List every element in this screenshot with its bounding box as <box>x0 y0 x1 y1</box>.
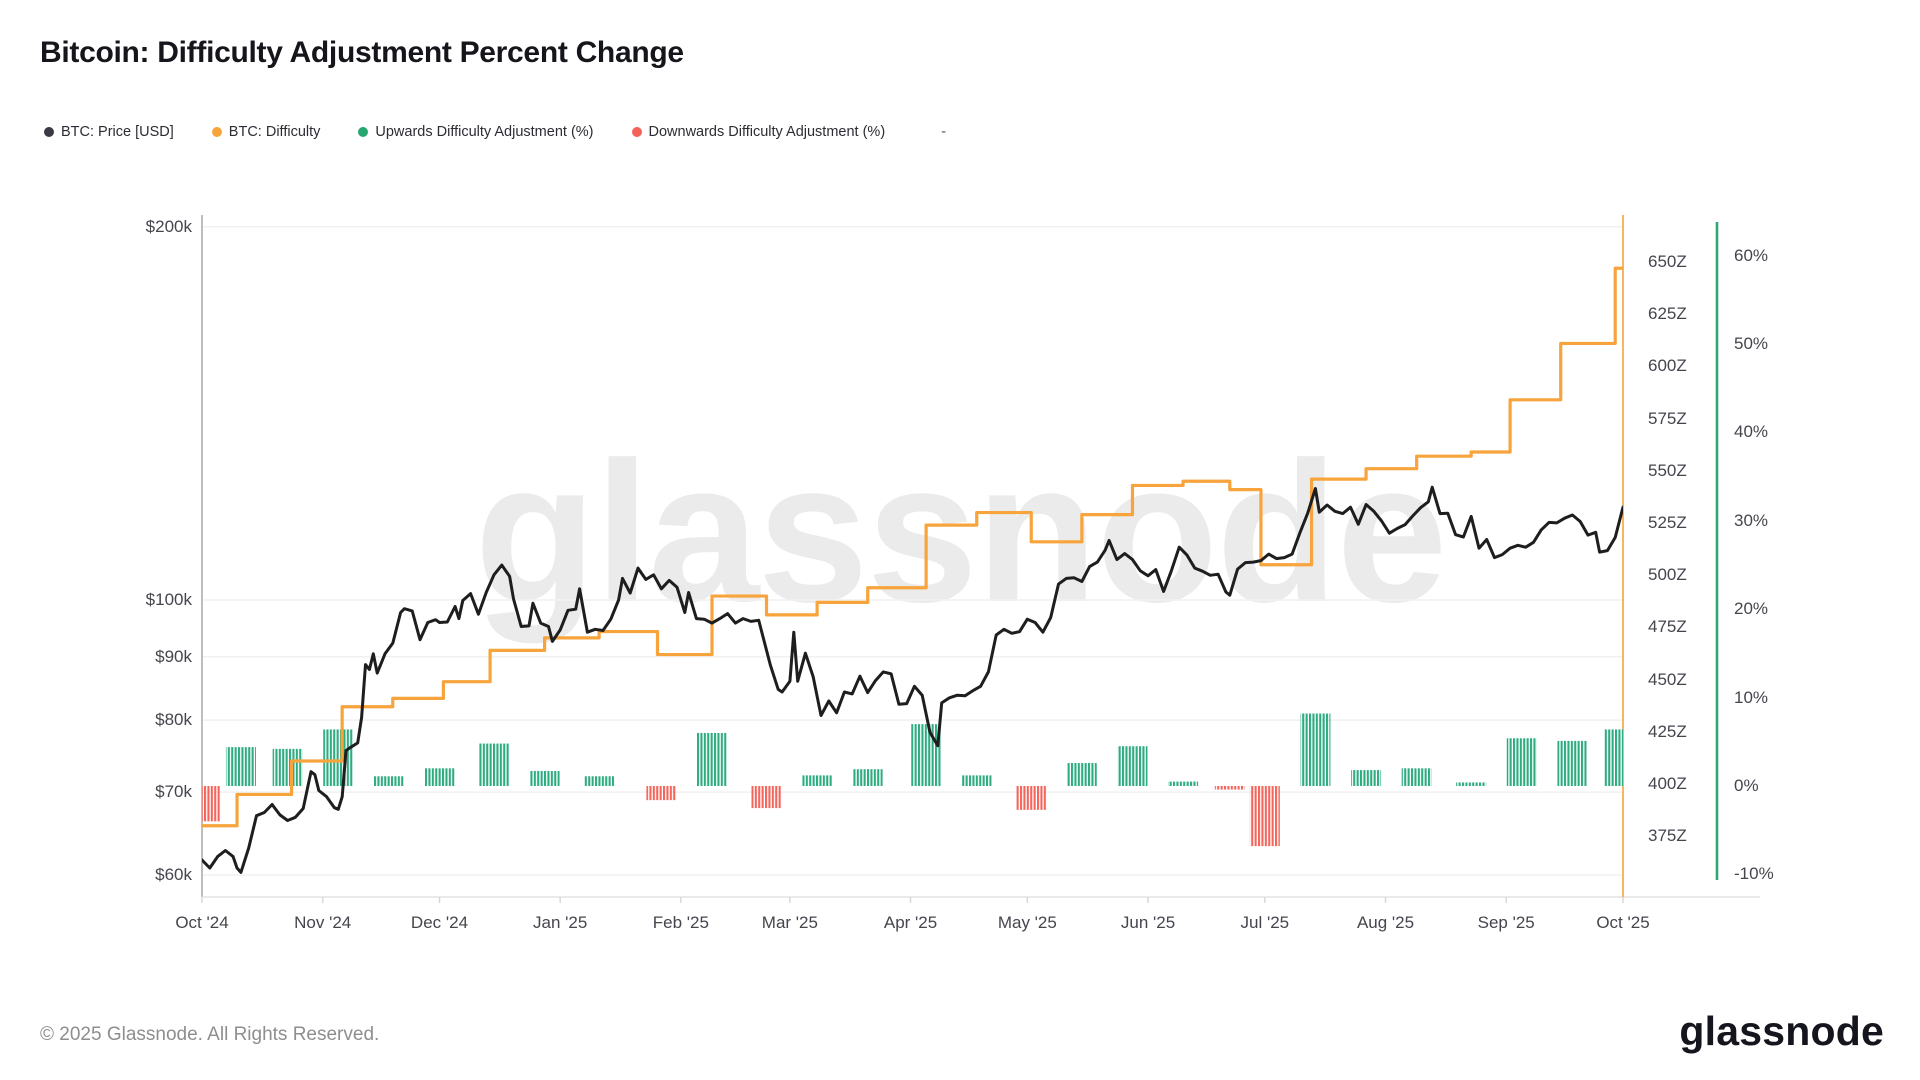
downward-adjustment-bar[interactable] <box>1214 786 1245 790</box>
month-tick-label: Nov '24 <box>294 913 352 932</box>
legend-label: BTC: Difficulty <box>228 123 321 140</box>
month-tick-label: Sep '25 <box>1477 913 1535 932</box>
month-tick-label: Oct '24 <box>175 913 229 932</box>
downward-adjustment-bar[interactable] <box>1249 786 1280 847</box>
price-tick-label: $90k <box>155 646 192 666</box>
downward-adjustment-bar[interactable] <box>646 786 677 801</box>
legend-label: Downwards Difficulty Adjustment (%) <box>648 123 886 140</box>
legend-label: BTC: Price [USD] <box>61 123 174 140</box>
price-tick-label: $200k <box>145 216 192 236</box>
difficulty-tick-label: 375Z <box>1648 826 1687 846</box>
price-tick-label: $70k <box>155 782 192 802</box>
downward-adjustment-bar[interactable] <box>191 786 221 822</box>
percent-tick-label: 0% <box>1734 776 1759 795</box>
upward-adjustment-bar[interactable] <box>529 770 560 786</box>
upward-adjustment-bar[interactable] <box>1456 782 1487 786</box>
month-tick-label: Jun '25 <box>1120 913 1176 932</box>
difficulty-tick-label: 425Z <box>1648 721 1687 741</box>
downward-adjustment-bar[interactable] <box>1016 786 1047 810</box>
legend-dot-icon <box>211 126 222 137</box>
difficulty-line[interactable] <box>202 266 1623 828</box>
price-tick-label: $60k <box>155 865 192 885</box>
month-tick-label: Mar '25 <box>761 913 818 932</box>
legend-label: Upwards Difficulty Adjustment (%) <box>375 123 594 140</box>
glassnode-logo: glassnode <box>1679 1008 1884 1054</box>
upward-adjustment-bar[interactable] <box>1401 768 1432 786</box>
upward-adjustment-bar[interactable] <box>1604 729 1634 786</box>
month-tick-label: Apr '25 <box>883 913 938 932</box>
page-title: Bitcoin: Difficulty Adjustment Percent C… <box>40 36 684 69</box>
upward-adjustment-bar[interactable] <box>961 775 992 786</box>
month-tick-label: Jul '25 <box>1240 913 1290 932</box>
difficulty-tick-label: 400Z <box>1648 774 1687 793</box>
month-tick-label: Oct '25 <box>1596 913 1650 932</box>
difficulty-tick-label: 625Z <box>1648 304 1687 324</box>
upward-adjustment-bar[interactable] <box>697 732 728 786</box>
legend-extra-dash: - <box>941 123 947 140</box>
legend-dot-icon <box>44 126 54 137</box>
upward-adjustment-bar[interactable] <box>478 743 509 786</box>
percent-tick-label: -10% <box>1734 864 1774 884</box>
legend-dot-icon <box>358 126 369 137</box>
upward-adjustment-bar[interactable] <box>225 747 256 786</box>
percent-tick-label: 60% <box>1734 245 1769 265</box>
downward-adjustment-bar[interactable] <box>751 786 782 809</box>
upward-adjustment-bar[interactable] <box>802 775 833 786</box>
month-tick-label: Jan '25 <box>533 913 588 932</box>
upward-adjustment-bar[interactable] <box>1168 781 1199 786</box>
upward-adjustment-bar[interactable] <box>424 768 455 786</box>
percent-tick-label: 10% <box>1734 687 1769 707</box>
difficulty-tick-label: 650Z <box>1648 252 1687 271</box>
difficulty-tick-label: 550Z <box>1648 460 1687 480</box>
upward-adjustment-bar[interactable] <box>1117 746 1148 786</box>
upward-adjustment-bar[interactable] <box>272 748 303 786</box>
percent-tick-label: 50% <box>1734 334 1769 353</box>
legend-item-2[interactable]: Upwards Difficulty Adjustment (%) <box>358 123 594 140</box>
price-tick-label: $100k <box>145 590 192 609</box>
upward-adjustment-bar[interactable] <box>1557 740 1588 786</box>
upward-adjustment-bar[interactable] <box>911 724 942 786</box>
legend-item-0[interactable]: BTC: Price [USD] <box>44 124 174 140</box>
difficulty-tick-label: 500Z <box>1648 565 1687 585</box>
difficulty-tick-label: 575Z <box>1648 408 1687 428</box>
legend-item-1[interactable]: BTC: Difficulty <box>211 123 321 140</box>
price-tick-label: $80k <box>155 710 192 730</box>
upward-adjustment-bar[interactable] <box>373 776 404 786</box>
upward-adjustment-bar[interactable] <box>584 776 615 786</box>
difficulty-tick-label: 450Z <box>1648 669 1687 689</box>
upward-adjustment-bar[interactable] <box>1351 770 1382 786</box>
difficulty-tick-label: 475Z <box>1648 617 1687 637</box>
upward-adjustment-bar[interactable] <box>1300 713 1331 786</box>
watermark: glassnode <box>474 421 1447 644</box>
upward-adjustment-bar[interactable] <box>1066 763 1097 786</box>
month-tick-label: Dec '24 <box>410 913 469 932</box>
upward-adjustment-bar[interactable] <box>323 729 354 786</box>
legend-dot-icon <box>631 126 642 137</box>
month-tick-label: Aug '25 <box>1356 913 1415 932</box>
month-tick-label: Feb '25 <box>652 913 709 932</box>
copyright-text: © 2025 Glassnode. All Rights Reserved. <box>40 1024 380 1045</box>
upward-adjustment-bar[interactable] <box>1506 738 1537 786</box>
legend-item-3[interactable]: Downwards Difficulty Adjustment (%) <box>631 123 886 140</box>
legend: BTC: Price [USD] BTC: Difficulty Upwards D… <box>44 123 946 140</box>
difficulty-tick-label: 525Z <box>1648 513 1687 532</box>
difficulty-tick-label: 600Z <box>1648 356 1687 376</box>
price-line[interactable] <box>202 485 1623 874</box>
upward-adjustment-bar[interactable] <box>852 769 883 786</box>
percent-tick-label: 20% <box>1734 599 1769 619</box>
month-tick-label: May '25 <box>997 913 1057 932</box>
percent-tick-label: 30% <box>1734 510 1769 530</box>
percent-tick-label: 40% <box>1734 422 1769 442</box>
